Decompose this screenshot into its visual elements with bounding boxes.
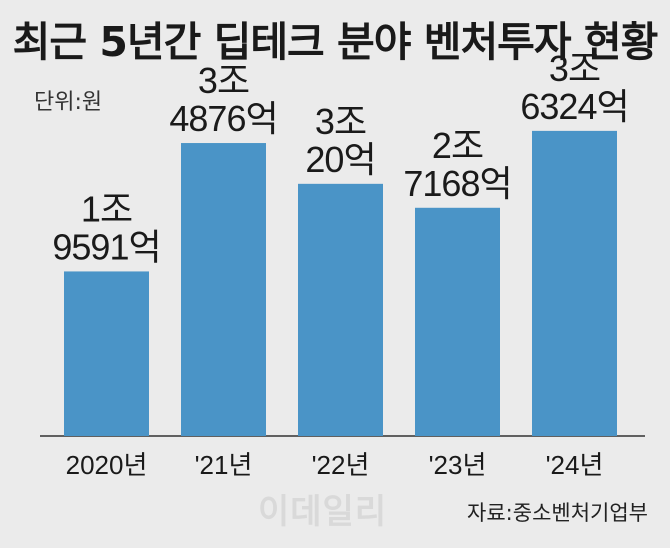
chart-title: 최근 5년간 딥테크 분야 벤처투자 현황 bbox=[12, 18, 659, 66]
data-label: 9591억 bbox=[52, 226, 160, 267]
unit-label: 단위:원 bbox=[34, 90, 103, 115]
category-label: 2020년 bbox=[66, 450, 148, 480]
source-label: 자료:중소벤처기업부 bbox=[467, 501, 648, 525]
category-label: '22년 bbox=[312, 450, 370, 480]
data-label: 6324억 bbox=[520, 86, 628, 127]
data-label: 7168억 bbox=[403, 163, 511, 204]
data-label: 3조 bbox=[549, 48, 600, 89]
data-label: 3조 bbox=[315, 101, 366, 142]
bar bbox=[298, 183, 383, 436]
data-label: 20억 bbox=[305, 139, 375, 180]
data-label: 4876억 bbox=[169, 98, 277, 139]
watermark: 이데일리 bbox=[258, 492, 388, 532]
bar bbox=[181, 143, 266, 436]
bar bbox=[64, 271, 149, 436]
category-label: '21년 bbox=[195, 450, 253, 480]
data-label: 2조 bbox=[432, 125, 483, 166]
category-label: '23년 bbox=[429, 450, 487, 480]
data-label: 3조 bbox=[198, 60, 249, 101]
data-label: 1조 bbox=[81, 188, 132, 229]
category-label: '24년 bbox=[546, 450, 604, 480]
bar bbox=[532, 130, 617, 436]
bar bbox=[415, 207, 500, 436]
